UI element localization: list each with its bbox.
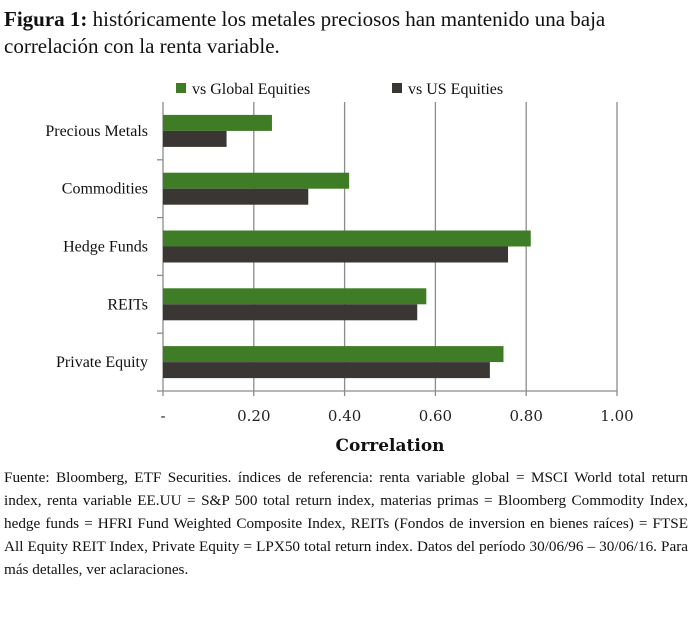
figure-title: Figura 1: históricamente los metales pre… bbox=[4, 6, 692, 60]
figure-caption: históricamente los metales preciosos han… bbox=[4, 7, 606, 58]
footnote: Fuente: Bloomberg, ETF Securities. índic… bbox=[4, 469, 688, 578]
category-label: REITs bbox=[107, 296, 148, 313]
bar-global bbox=[163, 172, 350, 189]
bar-us bbox=[163, 362, 490, 379]
category-label: Private Equity bbox=[56, 354, 148, 371]
bar-chart: - 0.20 0.40 0.60 0.80 1.00 Precious Metals Comm… bbox=[45, 81, 633, 456]
legend-label: vs Global Equities bbox=[192, 81, 310, 98]
category-label: Precious Metals bbox=[45, 123, 148, 140]
bar-us bbox=[163, 130, 227, 147]
x-tick-label: - bbox=[160, 407, 165, 425]
legend-swatch bbox=[176, 83, 186, 93]
x-tick-label: 0.20 bbox=[237, 407, 270, 425]
bar-us bbox=[163, 188, 309, 205]
x-tick-label: 0.80 bbox=[509, 407, 542, 425]
bar-global bbox=[163, 114, 272, 131]
bar-global bbox=[163, 230, 531, 247]
x-tick-label: 1.00 bbox=[600, 407, 633, 425]
x-tick-label: 0.40 bbox=[328, 407, 361, 425]
category-label: Hedge Funds bbox=[63, 239, 148, 256]
legend-label: vs US Equities bbox=[408, 81, 503, 98]
bar-global bbox=[163, 346, 504, 363]
bar-us bbox=[163, 246, 509, 263]
figure-label: Figura 1: bbox=[4, 7, 88, 31]
bar-global bbox=[163, 288, 427, 305]
bar-us bbox=[163, 304, 418, 321]
x-axis-title: Correlation bbox=[335, 436, 444, 456]
x-tick-label: 0.60 bbox=[419, 407, 452, 425]
category-label: Commodities bbox=[62, 181, 148, 198]
legend-swatch bbox=[392, 83, 402, 93]
